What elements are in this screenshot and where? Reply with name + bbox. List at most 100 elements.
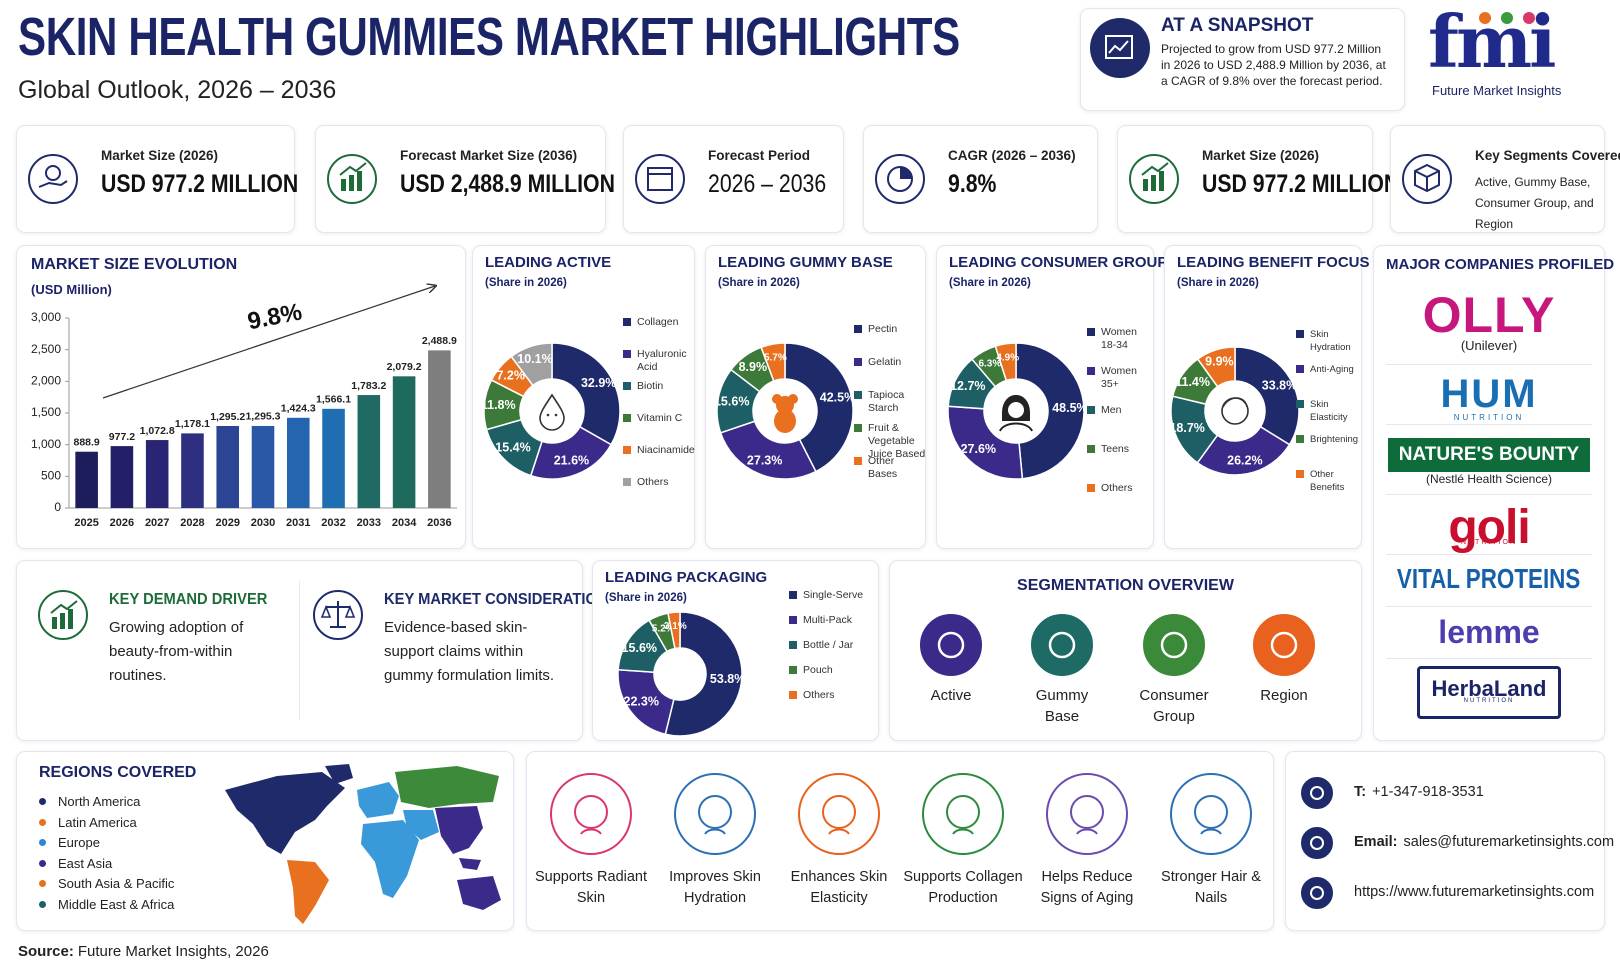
icon — [327, 154, 377, 204]
icon-part — [900, 167, 912, 179]
companies-title: MAJOR COMPANIES PROFILED — [1386, 256, 1615, 273]
region-item: Europe — [39, 835, 100, 850]
logo-dots — [1479, 12, 1535, 24]
company-logo-row: lemme — [1374, 614, 1604, 651]
chart-subtitle: (Share in 2026) — [718, 277, 800, 289]
icon-part — [698, 795, 732, 829]
icon-part — [320, 604, 356, 618]
icon-part — [341, 179, 346, 191]
icon — [875, 154, 925, 204]
legend-swatch — [854, 457, 862, 465]
donut-slice — [1015, 342, 1085, 480]
icon-part — [1301, 877, 1333, 909]
donut-center-icon — [670, 660, 690, 686]
legend-item: Tapioca Starch — [854, 389, 926, 415]
companies-card: MAJOR COMPANIES PROFILED OLLY (Unilever) HU… — [1373, 245, 1614, 741]
legend-item: Others — [623, 476, 693, 489]
company-logo-row: goli — [1374, 500, 1604, 555]
legend-swatch — [623, 382, 631, 390]
kpi-card: Market Size (2026) USD 977.2 MILLION — [16, 125, 299, 233]
x-tick-label: 2029 — [215, 517, 239, 529]
icon-part — [1070, 795, 1104, 829]
benefit-label: Improves Skin Hydration — [669, 869, 761, 906]
legend-item: Women 35+ — [1087, 365, 1153, 391]
y-tick-label: 0 — [54, 500, 61, 514]
icon-part — [1301, 827, 1333, 859]
legend-label: Men — [1101, 404, 1122, 416]
contact-label: T: — [1354, 784, 1367, 800]
legend-swatch — [854, 391, 862, 399]
slice-label: 4.9% — [996, 352, 1019, 363]
legend-item: Pouch — [789, 664, 874, 677]
benefit-label: Supports Collagen Production — [903, 869, 1023, 906]
icon-part — [546, 413, 550, 417]
legend-label: Collagen — [637, 316, 679, 328]
icon-part — [1046, 773, 1128, 855]
company-logo: NATURE'S BOUNTY — [1387, 438, 1591, 472]
icon-part — [1253, 614, 1315, 676]
legend-label: Teens — [1101, 443, 1130, 455]
icon — [1301, 877, 1333, 909]
kpi-label: Forecast Market Size (2036) — [400, 148, 578, 163]
legend-label: Others — [1101, 482, 1133, 494]
source-label: Source: — [18, 943, 74, 960]
kpi-label: Market Size (2026) — [1202, 148, 1320, 163]
region-name: North America — [58, 794, 141, 809]
icon-part — [1194, 795, 1228, 829]
icon-part — [999, 422, 1033, 432]
legend-swatch — [854, 358, 862, 366]
x-tick-label: 2033 — [357, 517, 381, 529]
icon-part — [828, 828, 850, 835]
donut-center-icon — [772, 394, 798, 433]
value-label: 1,783.2 — [351, 380, 386, 392]
slice-label: 9.9% — [1205, 355, 1234, 369]
icon — [1253, 614, 1315, 676]
logo-name: Future Market Insights — [1432, 83, 1562, 98]
icon — [798, 773, 880, 855]
legend-swatch — [789, 591, 797, 599]
icon-part — [1414, 163, 1440, 193]
snapshot-icon — [1090, 18, 1150, 78]
legend-item: Women 18-34 — [1087, 326, 1153, 352]
legend-swatch — [623, 478, 631, 486]
legend-swatch — [789, 616, 797, 624]
slice-label: 5.7% — [764, 353, 787, 364]
icon-part — [1310, 836, 1324, 850]
donut-chart: 33.8% 26.2% 18.7% 11.4% 9.9% — [1169, 346, 1300, 476]
company-logo: lemme — [1438, 614, 1540, 650]
region-item: East Asia — [39, 856, 112, 871]
legend-item: Skin Elasticity — [1296, 398, 1362, 424]
icon-part — [946, 795, 980, 829]
legend-swatch — [623, 414, 631, 422]
icon-part — [357, 171, 362, 191]
icon-part — [1143, 614, 1205, 676]
legend-label: Biotin — [637, 380, 664, 392]
segment-label: Consumer Group — [1139, 687, 1209, 725]
kpi-value: USD 977.2 MILLION — [101, 170, 299, 198]
icon-part — [822, 795, 856, 829]
legend-swatch — [623, 446, 631, 454]
legend-label: Anti-Aging — [1310, 364, 1354, 375]
donut-card: 48.5% 27.6% 12.7% 6.3% 4.9% LEADING CONSUMER … — [936, 245, 1167, 549]
slice-label: 15.6% — [714, 395, 749, 409]
legend-swatch — [1296, 470, 1304, 478]
benefit-label: Stronger Hair & Nails — [1161, 869, 1261, 906]
slice-label: 33.8% — [1262, 378, 1297, 392]
legend-swatch — [1296, 435, 1304, 443]
donut-slice — [719, 420, 817, 480]
legend-swatch — [789, 641, 797, 649]
legend-label: Fruit & Vegetable Juice Based — [868, 422, 926, 460]
legend-label: Others — [803, 689, 835, 701]
legend-swatch — [1296, 330, 1304, 338]
chart-title: LEADING GUMMY BASE — [718, 254, 893, 271]
region-name: Latin America — [58, 814, 137, 830]
legend-swatch — [1296, 400, 1304, 408]
icon-part — [1301, 777, 1333, 809]
page-title: SKIN HEALTH GUMMIES MARKET HIGHLIGHTS — [18, 7, 960, 67]
chart-subtitle: (Share in 2026) — [1177, 277, 1259, 289]
legend-label: Women 18-34 — [1101, 326, 1137, 351]
slice-label: 27.6% — [961, 442, 996, 456]
divider — [1386, 364, 1592, 365]
x-tick-label: 2034 — [392, 517, 417, 529]
snapshot-card: AT A SNAPSHOT Projected to grow from USD… — [1080, 8, 1405, 111]
